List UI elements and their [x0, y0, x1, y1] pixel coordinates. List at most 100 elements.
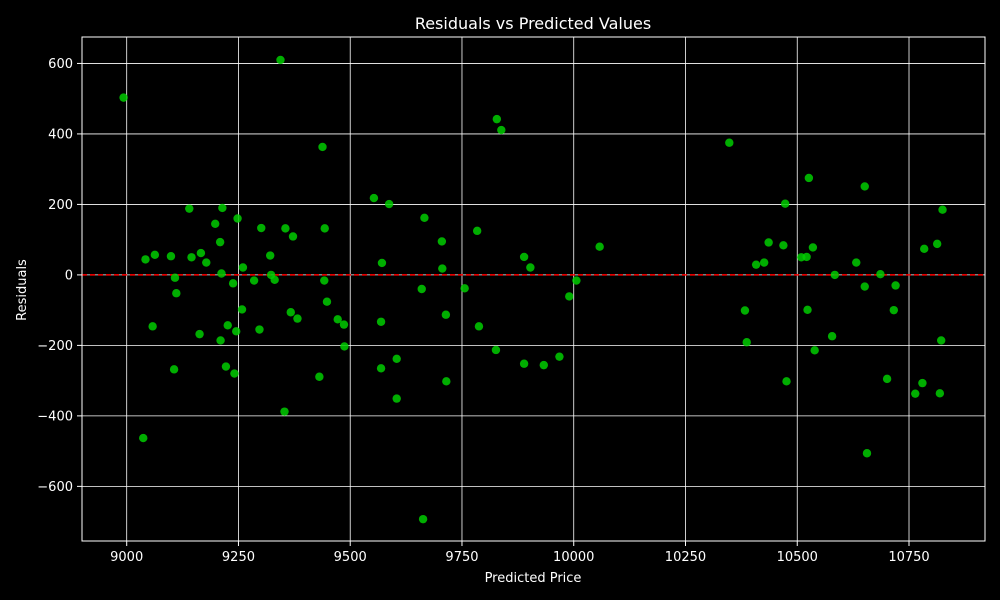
data-point: [808, 243, 818, 252]
data-point: [339, 320, 349, 329]
data-point: [751, 260, 761, 269]
data-point: [889, 305, 899, 315]
data-point: [932, 239, 942, 249]
data-point: [215, 237, 225, 247]
data-point: [474, 322, 484, 331]
x-axis-ticks: 9000 9250 9500 9750 10000 10250 10500 10750: [110, 541, 930, 565]
data-point: [216, 336, 225, 345]
x-tick-label: 9250: [222, 550, 255, 565]
data-point: [280, 407, 289, 416]
data-point: [141, 255, 150, 264]
data-point: [935, 389, 945, 398]
data-point: [233, 214, 242, 223]
data-point: [437, 237, 447, 246]
data-point: [322, 297, 332, 306]
x-tick-label: 10500: [777, 550, 818, 565]
data-point: [230, 369, 239, 378]
data-point: [472, 226, 482, 236]
y-tick-label: 200: [48, 198, 73, 213]
data-point: [187, 253, 196, 262]
data-point: [497, 125, 506, 135]
data-point: [286, 308, 295, 317]
data-point: [228, 279, 238, 288]
data-point: [170, 273, 180, 282]
data-point: [918, 378, 927, 388]
y-axis-ticks: −600 −400 −200 0 200 400 600: [37, 57, 82, 495]
data-point: [315, 372, 324, 381]
data-point: [169, 365, 179, 374]
data-point: [237, 305, 247, 314]
data-point: [438, 264, 447, 273]
data-point: [810, 346, 819, 355]
data-point: [221, 362, 231, 371]
data-point: [830, 270, 839, 280]
data-point: [803, 305, 812, 314]
data-point: [172, 289, 181, 298]
data-point: [119, 93, 128, 102]
data-point: [249, 276, 259, 285]
data-point: [340, 342, 349, 351]
data-point: [377, 258, 387, 268]
data-point: [876, 269, 885, 279]
data-point: [779, 241, 788, 250]
data-point: [202, 258, 211, 267]
data-point: [150, 250, 160, 260]
data-point: [759, 258, 769, 267]
x-axis-label: Predicted Price: [485, 571, 582, 586]
y-tick-label: 0: [65, 268, 73, 283]
data-point: [862, 449, 872, 458]
data-point: [526, 263, 535, 272]
data-point: [288, 232, 298, 241]
x-tick-label: 9000: [110, 550, 143, 565]
data-point: [555, 352, 564, 361]
data-point: [185, 204, 194, 213]
data-point: [860, 282, 869, 291]
grid: [82, 37, 985, 541]
y-tick-label: 400: [48, 127, 73, 142]
data-point: [920, 244, 929, 254]
x-tick-label: 10250: [665, 550, 706, 565]
data-point: [265, 251, 275, 260]
data-point: [827, 332, 837, 341]
data-point: [384, 199, 394, 209]
chart-title: Residuals vs Predicted Values: [415, 14, 651, 33]
data-point: [911, 389, 920, 398]
data-point: [725, 138, 734, 147]
data-point: [392, 354, 401, 363]
data-point: [276, 55, 285, 65]
data-point: [418, 514, 428, 524]
x-tick-label: 10750: [888, 550, 929, 565]
y-tick-label: −200: [37, 339, 73, 354]
data-point: [166, 252, 176, 261]
data-point: [740, 306, 750, 315]
data-point: [223, 321, 232, 330]
data-point: [320, 224, 329, 233]
data-point: [281, 224, 290, 233]
data-point: [320, 276, 329, 285]
data-point: [780, 199, 790, 208]
data-point: [441, 310, 451, 319]
y-axis-label: Residuals: [15, 259, 30, 321]
data-point: [460, 284, 469, 293]
data-point: [891, 281, 900, 290]
data-point: [392, 394, 401, 403]
data-point: [860, 182, 869, 191]
data-point: [196, 248, 206, 258]
data-point: [595, 242, 604, 251]
data-point: [195, 329, 204, 339]
data-point: [852, 258, 861, 267]
data-point: [139, 433, 148, 443]
data-point: [148, 322, 157, 331]
y-tick-label: −600: [37, 480, 73, 495]
data-point: [238, 263, 248, 272]
y-tick-label: 600: [48, 57, 73, 72]
data-point: [572, 276, 581, 285]
data-point: [539, 360, 548, 370]
x-tick-label: 10000: [553, 550, 594, 565]
data-point: [218, 203, 227, 213]
data-point: [782, 377, 791, 386]
data-point: [293, 314, 302, 323]
data-point: [255, 325, 264, 334]
